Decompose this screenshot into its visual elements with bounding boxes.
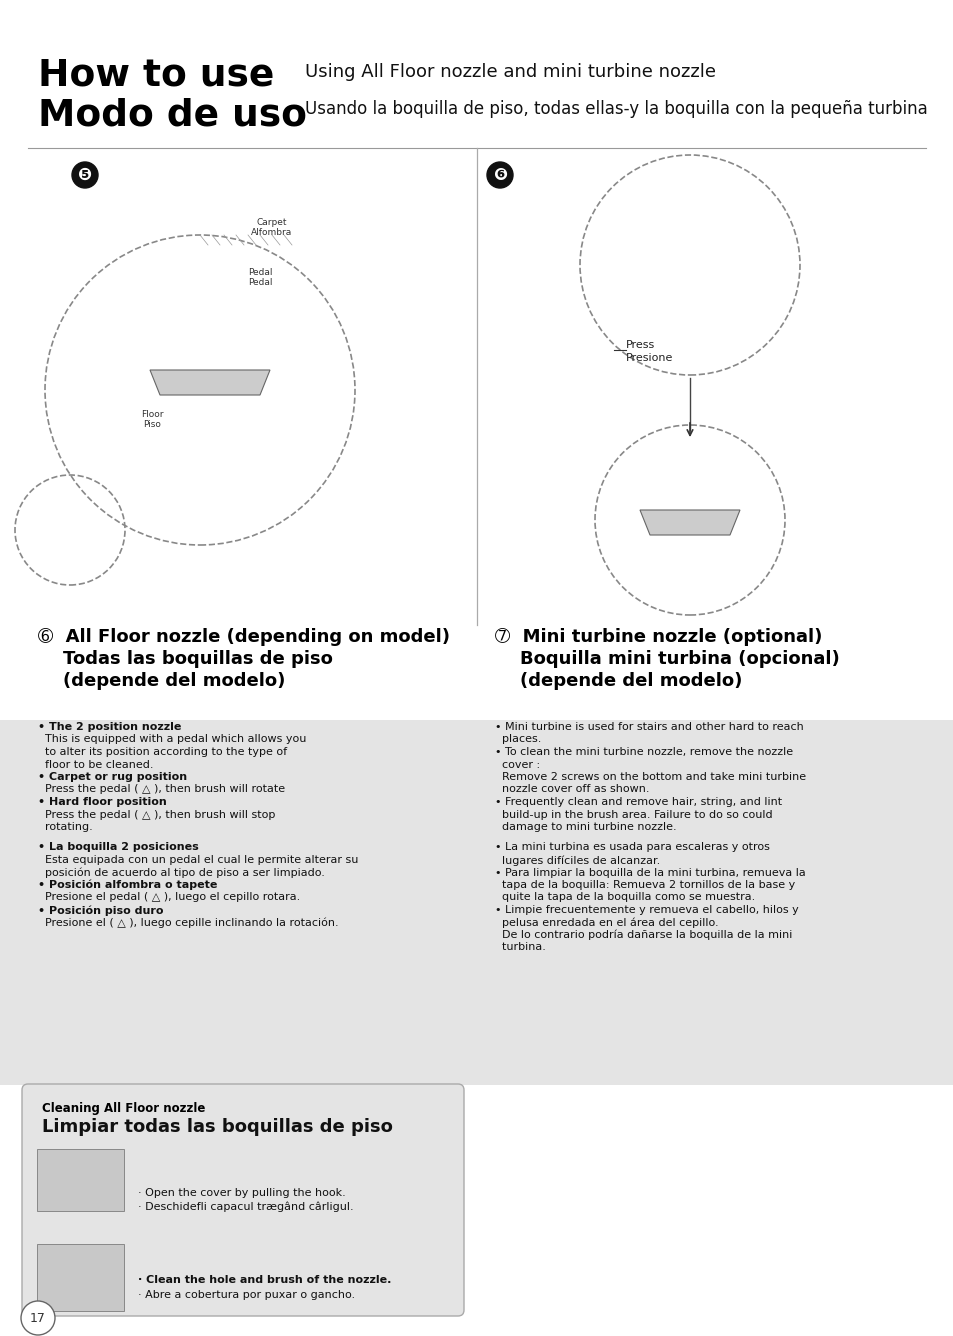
Text: 17: 17 bbox=[30, 1312, 46, 1324]
Text: Using All Floor nozzle and mini turbine nozzle: Using All Floor nozzle and mini turbine … bbox=[305, 63, 716, 81]
Text: Boquilla mini turbina (opcional): Boquilla mini turbina (opcional) bbox=[495, 651, 839, 668]
Text: Limpiar todas las boquillas de piso: Limpiar todas las boquillas de piso bbox=[42, 1118, 393, 1136]
Text: ➅  All Floor nozzle (depending on model): ➅ All Floor nozzle (depending on model) bbox=[38, 628, 450, 647]
Circle shape bbox=[21, 1301, 55, 1335]
Text: Esta equipada con un pedal el cual le permite alterar su: Esta equipada con un pedal el cual le pe… bbox=[38, 855, 358, 864]
Text: Pedal
Pedal: Pedal Pedal bbox=[248, 269, 272, 287]
Text: • La boquilla 2 posiciones: • La boquilla 2 posiciones bbox=[38, 843, 198, 852]
Text: pelusa enredada en el área del cepillo.: pelusa enredada en el área del cepillo. bbox=[495, 918, 718, 929]
Text: • Carpet or rug position: • Carpet or rug position bbox=[38, 772, 187, 782]
Text: cover :: cover : bbox=[495, 759, 539, 770]
FancyBboxPatch shape bbox=[0, 720, 953, 1085]
Text: posición de acuerdo al tipo de piso a ser limpiado.: posición de acuerdo al tipo de piso a se… bbox=[38, 867, 325, 878]
Text: ❻: ❻ bbox=[493, 166, 507, 184]
Text: tapa de la boquilla: Remueva 2 tornillos de la base y: tapa de la boquilla: Remueva 2 tornillos… bbox=[495, 880, 795, 890]
Text: Remove 2 screws on the bottom and take mini turbine: Remove 2 screws on the bottom and take m… bbox=[495, 772, 805, 782]
Text: De lo contrario podría dañarse la boquilla de la mini: De lo contrario podría dañarse la boquil… bbox=[495, 930, 792, 941]
Text: Cleaning All Floor nozzle: Cleaning All Floor nozzle bbox=[42, 1102, 205, 1116]
Text: • The 2 position nozzle: • The 2 position nozzle bbox=[38, 721, 181, 732]
Text: floor to be cleaned.: floor to be cleaned. bbox=[38, 759, 153, 770]
Text: Press the pedal ( △ ), then brush will stop: Press the pedal ( △ ), then brush will s… bbox=[38, 810, 275, 819]
Text: Presione: Presione bbox=[625, 353, 673, 363]
Text: turbina.: turbina. bbox=[495, 942, 545, 953]
Text: rotating.: rotating. bbox=[38, 822, 92, 832]
Text: Carpet
Alfombra: Carpet Alfombra bbox=[251, 218, 293, 238]
Text: • Posición piso duro: • Posición piso duro bbox=[38, 904, 163, 915]
FancyBboxPatch shape bbox=[37, 1244, 124, 1311]
Text: (depende del modelo): (depende del modelo) bbox=[495, 672, 741, 689]
Text: Press the pedal ( △ ), then brush will rotate: Press the pedal ( △ ), then brush will r… bbox=[38, 784, 285, 795]
FancyBboxPatch shape bbox=[22, 1083, 463, 1316]
Text: · Clean the hole and brush of the nozzle.: · Clean the hole and brush of the nozzle… bbox=[138, 1275, 391, 1285]
Text: This is equipped with a pedal which allows you: This is equipped with a pedal which allo… bbox=[38, 735, 306, 744]
Text: ❺: ❺ bbox=[78, 166, 92, 184]
Text: · Open the cover by pulling the hook.: · Open the cover by pulling the hook. bbox=[138, 1188, 345, 1198]
Circle shape bbox=[71, 162, 98, 188]
Text: Usando la boquilla de piso, todas ellas-y la boquilla con la pequeña turbina: Usando la boquilla de piso, todas ellas-… bbox=[305, 100, 926, 118]
Text: • La mini turbina es usada para escaleras y otros: • La mini turbina es usada para escalera… bbox=[495, 843, 769, 852]
Polygon shape bbox=[639, 510, 740, 534]
Text: to alter its position according to the type of: to alter its position according to the t… bbox=[38, 747, 287, 758]
Text: ➆  Mini turbine nozzle (optional): ➆ Mini turbine nozzle (optional) bbox=[495, 628, 821, 647]
Text: • To clean the mini turbine nozzle, remove the nozzle: • To clean the mini turbine nozzle, remo… bbox=[495, 747, 792, 758]
Text: • Posición alfombra o tapete: • Posición alfombra o tapete bbox=[38, 880, 217, 891]
Text: • Limpie frecuentemente y remueva el cabello, hilos y: • Limpie frecuentemente y remueva el cab… bbox=[495, 904, 798, 915]
Text: lugares difíciles de alcanzar.: lugares difíciles de alcanzar. bbox=[495, 855, 659, 866]
Text: Todas las boquillas de piso: Todas las boquillas de piso bbox=[38, 651, 333, 668]
Text: How to use: How to use bbox=[38, 57, 274, 94]
Circle shape bbox=[486, 162, 513, 188]
Text: nozzle cover off as shown.: nozzle cover off as shown. bbox=[495, 784, 649, 795]
Text: Presione el ( △ ), luego cepille inclinando la rotación.: Presione el ( △ ), luego cepille inclina… bbox=[38, 918, 338, 929]
Text: Floor
Piso: Floor Piso bbox=[141, 410, 163, 429]
Text: · Deschidefli capacul trægând cârligul.: · Deschidefli capacul trægând cârligul. bbox=[138, 1202, 354, 1213]
Text: damage to mini turbine nozzle.: damage to mini turbine nozzle. bbox=[495, 822, 676, 832]
Text: Modo de uso: Modo de uso bbox=[38, 98, 307, 134]
Text: places.: places. bbox=[495, 735, 540, 744]
Text: (depende del modelo): (depende del modelo) bbox=[38, 672, 285, 689]
Text: • Hard floor position: • Hard floor position bbox=[38, 798, 167, 807]
Text: · Abre a cobertura por puxar o gancho.: · Abre a cobertura por puxar o gancho. bbox=[138, 1291, 355, 1300]
Text: • Mini turbine is used for stairs and other hard to reach: • Mini turbine is used for stairs and ot… bbox=[495, 721, 803, 732]
Text: • Para limpiar la boquilla de la mini turbina, remueva la: • Para limpiar la boquilla de la mini tu… bbox=[495, 867, 805, 878]
Text: Presione el pedal ( △ ), luego el cepillo rotara.: Presione el pedal ( △ ), luego el cepill… bbox=[38, 892, 300, 903]
Text: quite la tapa de la boquilla como se muestra.: quite la tapa de la boquilla como se mue… bbox=[495, 892, 755, 903]
Polygon shape bbox=[150, 370, 270, 395]
FancyBboxPatch shape bbox=[37, 1149, 124, 1210]
Text: build-up in the brush area. Failure to do so could: build-up in the brush area. Failure to d… bbox=[495, 810, 772, 819]
Text: Press: Press bbox=[625, 339, 655, 350]
Text: • Frequently clean and remove hair, string, and lint: • Frequently clean and remove hair, stri… bbox=[495, 798, 781, 807]
